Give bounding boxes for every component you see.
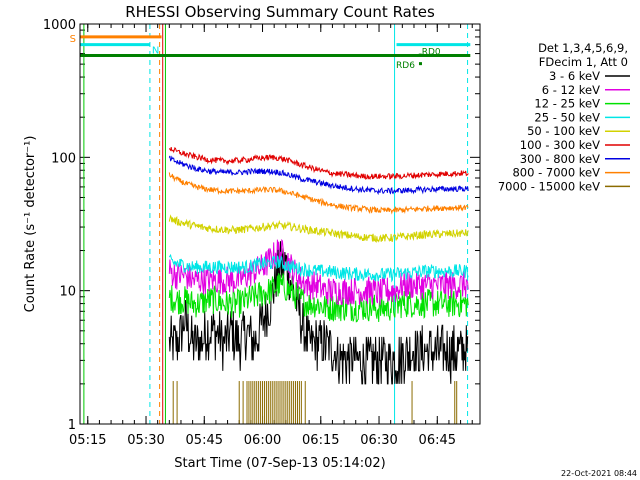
y-axis-label: Count Rate (s⁻¹ detector⁻¹): [23, 136, 38, 313]
series-line: [168, 253, 469, 283]
y-tick-label: 10: [59, 285, 76, 300]
legend-label: 7000 - 15000 keV: [498, 179, 600, 193]
legend-label: 12 - 25 keV: [534, 97, 600, 111]
x-tick-label: 06:15: [302, 433, 339, 448]
legend-label: 300 - 800 keV: [520, 152, 600, 166]
legend-label: 3 - 6 keV: [549, 69, 600, 83]
y-tick-label: 1000: [43, 18, 76, 33]
rd0-marker: [418, 53, 422, 57]
plot-frame: [79, 23, 481, 425]
x-tick-label: 06:45: [419, 433, 456, 448]
legend-header-line-2: FDecim 1, Att 0: [539, 55, 628, 69]
rd0-label: RD0: [422, 48, 441, 58]
legend-label: 25 - 50 keV: [534, 110, 600, 124]
chart-title: RHESSI Observing Summary Count Rates: [125, 3, 435, 21]
x-tick-label: 06:00: [244, 433, 281, 448]
annotation-label: S: [70, 34, 76, 45]
x-tick-label: 05:15: [69, 433, 106, 448]
legend-label: 50 - 100 keV: [527, 124, 600, 138]
rd6-label: RD6: [396, 61, 415, 71]
legend-label: 800 - 7000 keV: [512, 166, 600, 180]
y-tick-label: 100: [51, 151, 76, 166]
series-line: [168, 241, 469, 385]
series-line: [168, 155, 469, 196]
rd6-marker: [418, 62, 422, 66]
x-tick-label: 06:30: [360, 433, 397, 448]
series-line: [168, 238, 469, 306]
legend-label: 100 - 300 keV: [520, 138, 600, 152]
series-line: [168, 147, 469, 180]
x-tick-label: 05:45: [186, 433, 223, 448]
x-axis-label: Start Time (07-Sep-13 05:14:02): [174, 456, 385, 471]
legend-label: 6 - 12 keV: [542, 83, 600, 97]
footer-date: 22-Oct-2021 08:44: [561, 469, 637, 478]
series-line: [168, 214, 469, 243]
x-tick-label: 05:30: [127, 433, 164, 448]
legend-header-line-1: Det 1,3,4,5,6,9,: [538, 41, 628, 55]
annotation-label: N: [152, 46, 159, 57]
series-line: [168, 273, 469, 323]
series-line: [168, 172, 469, 215]
y-tick-label: 1: [68, 418, 76, 433]
